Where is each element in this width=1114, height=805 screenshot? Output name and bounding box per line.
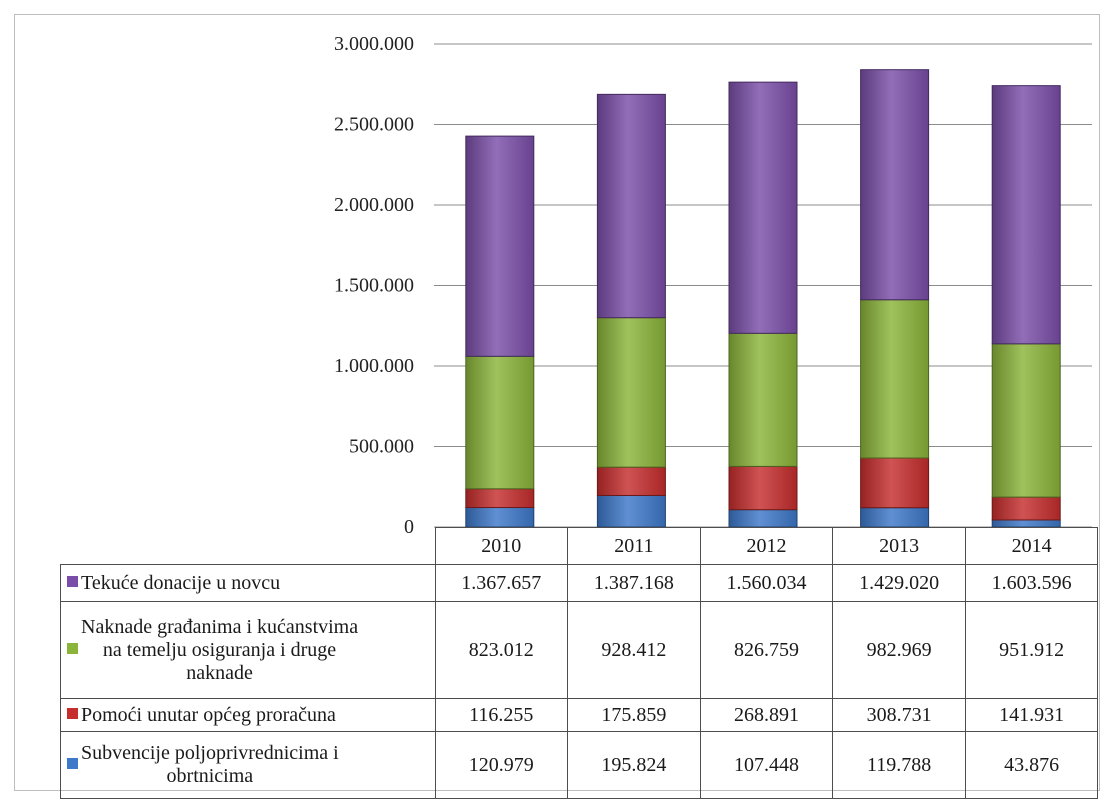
table-cell: 982.969 — [832, 601, 966, 699]
bar-tekuce-2014 — [991, 85, 1061, 345]
table-cell: 1.560.034 — [699, 564, 834, 602]
legend-swatch — [67, 757, 78, 769]
table-cell: 120.979 — [434, 731, 569, 799]
bar-subvencije-2010 — [465, 507, 535, 528]
y-tick-label: 3.000.000 — [334, 33, 414, 55]
y-tick-label: 500.000 — [349, 436, 414, 458]
x-tick-label: 2011 — [567, 527, 701, 565]
y-tick-label: 1.000.000 — [334, 355, 414, 377]
y-tick-label: 2.500.000 — [334, 114, 414, 136]
bar-tekuce-2011 — [596, 93, 666, 319]
table-row: Subvencije poljoprivrednicima i obrtnicim… — [60, 731, 1099, 799]
table-row: Tekuće donacije u novcu 1.367.657 1.387.16… — [60, 564, 1099, 602]
table-cell: 1.603.596 — [964, 564, 1099, 602]
bar-tekuce-2010 — [465, 135, 535, 357]
table-cell: 823.012 — [434, 601, 569, 699]
table-cell: 268.891 — [699, 698, 834, 732]
table-cell: 826.759 — [699, 601, 834, 699]
table-cell: 1.387.168 — [567, 564, 701, 602]
legend-label: Pomoći unutar općeg proračuna — [81, 703, 336, 726]
table-row: Naknade građanima i kućanstvima na temelj… — [60, 601, 1099, 699]
table-cell: 928.412 — [567, 601, 701, 699]
bar-subvencije-2011 — [596, 494, 666, 528]
legend-label: Tekuće donacije u novcu — [81, 571, 281, 594]
y-tick-label: 1.500.000 — [334, 275, 414, 297]
legend-entry: Pomoći unutar općeg proračuna — [60, 698, 436, 732]
bar-naknade-2013 — [860, 299, 930, 459]
legend-entry: Tekuće donacije u novcu — [60, 564, 436, 602]
bar-subvencije-2012 — [728, 509, 798, 528]
legend-entry: Naknade građanima i kućanstvima na temelj… — [60, 601, 436, 699]
legend-swatch — [67, 708, 78, 720]
legend-entry: Subvencije poljoprivrednicima i obrtnicim… — [60, 731, 436, 799]
bars — [465, 69, 1061, 528]
bar-naknade-2014 — [991, 343, 1061, 498]
y-tick-label: 2.000.000 — [334, 194, 414, 216]
table-cell: 1.367.657 — [434, 564, 569, 602]
bar-tekuce-2013 — [860, 69, 930, 301]
bar-subvencije-2013 — [860, 507, 930, 528]
table-cell: 308.731 — [832, 698, 966, 732]
data-table: 2010 2011 2012 2013 2014 Tekuće donacije u no… — [60, 527, 1099, 799]
bar-pomoci-2011 — [596, 466, 666, 496]
x-tick-label: 2013 — [832, 527, 966, 565]
table-header-row: 2010 2011 2012 2013 2014 — [61, 527, 1099, 565]
bar-pomoci-2010 — [465, 488, 535, 509]
bar-tekuce-2012 — [728, 81, 798, 334]
table-cell: 116.255 — [434, 698, 569, 732]
x-tick-label: 2014 — [964, 527, 1099, 565]
legend-label: Naknade građanima i kućanstvima na temelj… — [81, 615, 359, 684]
y-axis: 0 500.000 1.000.000 1.500.000 2.000.000 2.500… — [334, 33, 414, 538]
x-tick-label: 2010 — [434, 527, 569, 565]
legend-swatch — [67, 576, 78, 588]
bar-pomoci-2013 — [860, 457, 930, 509]
bar-naknade-2010 — [465, 355, 535, 490]
bar-naknade-2011 — [596, 317, 666, 468]
table-cell: 951.912 — [964, 601, 1099, 699]
y-tick-label: 0 — [404, 516, 414, 538]
table-corner — [61, 528, 436, 565]
table-cell: 107.448 — [699, 731, 834, 799]
table-cell: 43.876 — [964, 731, 1099, 799]
legend-label: Subvencije poljoprivrednicima i obrtnicim… — [81, 742, 339, 787]
bar-naknade-2012 — [728, 332, 798, 467]
table-cell: 119.788 — [832, 731, 966, 799]
table-cell: 1.429.020 — [832, 564, 966, 602]
bar-pomoci-2012 — [728, 465, 798, 511]
bar-subvencije-2014 — [991, 519, 1061, 528]
table-cell: 195.824 — [567, 731, 701, 799]
table-cell: 175.859 — [567, 698, 701, 732]
table-row: Pomoći unutar općeg proračuna 116.255 175.… — [60, 698, 1099, 732]
legend-swatch — [67, 642, 78, 654]
table-cell: 141.931 — [964, 698, 1099, 732]
bar-pomoci-2014 — [991, 496, 1061, 521]
x-tick-label: 2012 — [699, 527, 834, 565]
